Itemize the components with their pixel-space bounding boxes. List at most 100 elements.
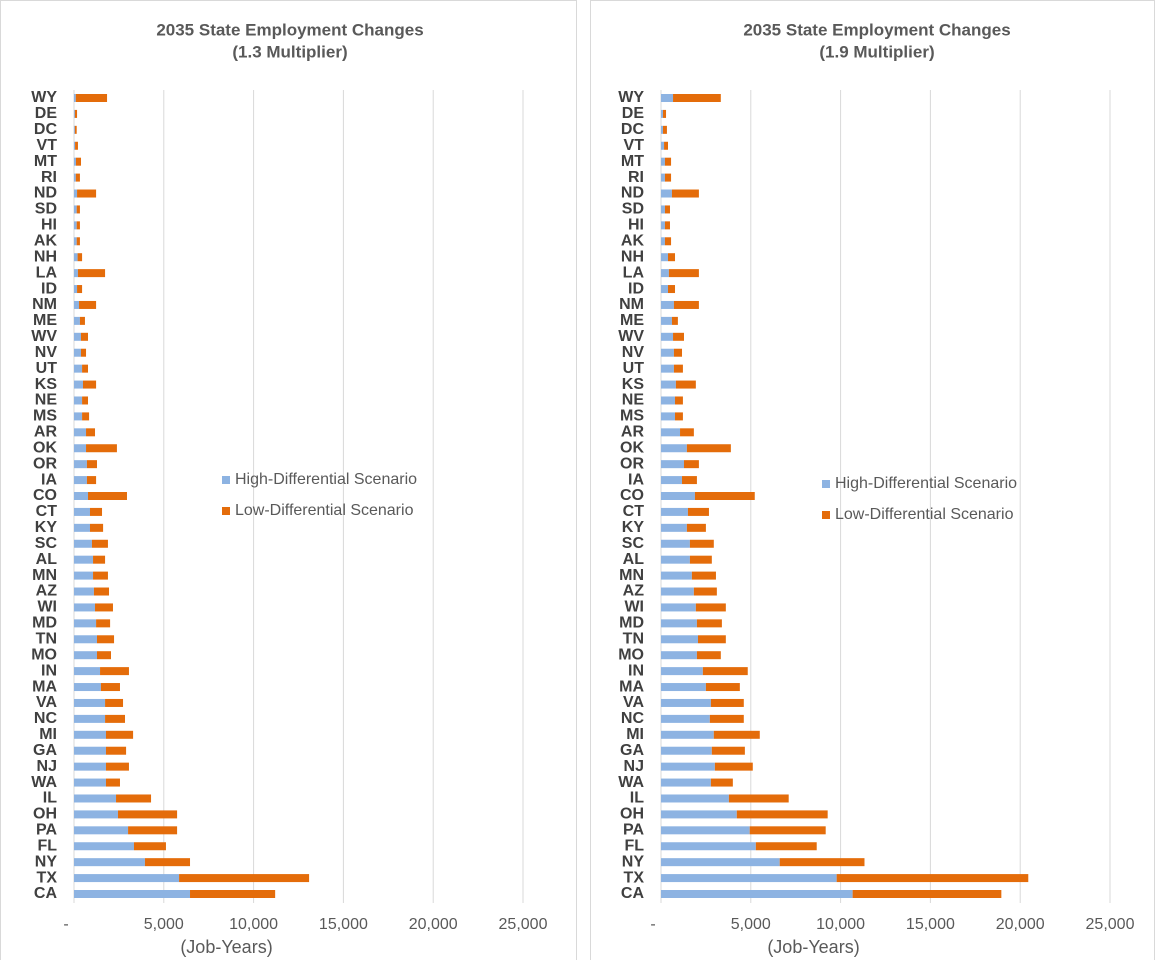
x-tick-label: -: [650, 916, 655, 933]
bar-segment: [661, 94, 674, 102]
bar-segment: [74, 810, 119, 819]
y-tick-label: IN: [628, 662, 644, 679]
y-tick-label: WY: [31, 89, 57, 106]
y-tick-label: NE: [622, 392, 645, 409]
y-tick-label: RI: [41, 169, 57, 186]
bar-segment: [755, 842, 817, 851]
bar-segment: [728, 794, 789, 803]
y-tick-label: IA: [628, 471, 644, 488]
y-tick-label: MD: [619, 615, 644, 632]
bar-segment: [673, 364, 683, 373]
bar-segment: [74, 269, 78, 278]
bar-segment: [116, 794, 152, 803]
bar-segment: [74, 826, 129, 835]
y-tick-label: CO: [620, 487, 644, 504]
y-tick-label: HI: [41, 217, 57, 234]
y-tick-label: NH: [34, 248, 57, 265]
legend-label: Low-Differential Scenario: [235, 502, 414, 519]
y-tick-label: AZ: [623, 583, 645, 600]
bar-segment: [81, 332, 89, 341]
y-tick-label: TN: [623, 630, 644, 647]
bar-segment: [76, 221, 80, 230]
y-tick-label: WI: [624, 599, 644, 616]
y-tick-label: NJ: [624, 758, 644, 775]
bar-segment: [694, 492, 755, 500]
x-tick-label: 20,000: [409, 916, 458, 933]
y-tick-label: NE: [35, 392, 58, 409]
y-tick-label: MN: [619, 567, 644, 584]
y-tick-label: DE: [35, 105, 58, 122]
y-tick-label: VT: [37, 137, 58, 154]
bar-segment: [675, 412, 683, 421]
y-tick-label: FL: [37, 837, 57, 854]
bar-segment: [661, 587, 694, 596]
bar-segment: [74, 94, 76, 102]
y-tick-label: TX: [37, 869, 58, 886]
y-tick-label: UT: [623, 360, 645, 377]
y-tick-label: IN: [41, 662, 57, 679]
bar-segment: [682, 476, 697, 485]
bar-segment: [661, 348, 674, 357]
bar-segment: [74, 125, 75, 134]
bar-segment: [100, 667, 129, 676]
bar-segment: [74, 507, 90, 516]
bar-segment: [74, 396, 83, 405]
bar-segment: [133, 842, 166, 851]
y-tick-label: VT: [624, 137, 645, 154]
bar-segment: [662, 125, 667, 134]
bar-segment: [74, 300, 80, 309]
y-tick-label: ID: [628, 280, 644, 297]
y-tick-label: VA: [36, 694, 57, 711]
y-tick-label: CT: [623, 503, 645, 520]
bar-segment: [661, 714, 710, 723]
x-tick-label: 10,000: [816, 916, 865, 933]
bar-segment: [74, 109, 75, 118]
panel-border: [0, 0, 577, 960]
y-tick-label: NY: [622, 853, 645, 870]
x-tick-label: 15,000: [906, 916, 955, 933]
bar-segment: [144, 858, 191, 867]
bar-segment: [74, 539, 92, 548]
y-tick-label: MD: [32, 615, 57, 632]
bar-segment: [661, 492, 695, 500]
y-tick-label: RI: [628, 169, 644, 186]
y-tick-label: MA: [32, 678, 57, 695]
bar-segment: [661, 285, 669, 294]
bar-segment: [714, 762, 753, 771]
bar-segment: [105, 746, 127, 755]
bar-segment: [661, 157, 665, 166]
y-tick-label: SC: [622, 535, 645, 552]
bar-segment: [79, 316, 85, 325]
bar-segment: [74, 651, 97, 660]
bar-segment: [683, 460, 699, 469]
bar-segment: [686, 444, 731, 453]
bar-segment: [74, 125, 77, 134]
y-tick-label: LA: [36, 264, 58, 281]
y-tick-label: SD: [622, 201, 644, 218]
bar-segment: [74, 444, 87, 453]
bar-segment: [74, 778, 106, 787]
bar-segment: [664, 205, 670, 214]
y-tick-label: ME: [33, 312, 57, 329]
y-tick-label: CO: [33, 487, 57, 504]
y-tick-label: DC: [621, 121, 645, 138]
bar-segment: [105, 698, 124, 707]
bar-segment: [179, 874, 310, 883]
bar-segment: [689, 555, 712, 564]
y-tick-label: TN: [36, 630, 57, 647]
bar-segment: [118, 810, 178, 819]
bar-segment: [680, 428, 694, 437]
bar-segment: [95, 603, 113, 612]
chart-subtitle: (1.9 Multiplier): [819, 42, 934, 61]
bar-segment: [82, 364, 89, 373]
y-tick-label: DC: [34, 121, 58, 138]
bar-segment: [689, 539, 714, 548]
bar-segment: [661, 539, 690, 548]
y-tick-label: UT: [36, 360, 58, 377]
y-tick-label: AR: [621, 424, 645, 441]
bar-segment: [74, 412, 83, 421]
bar-segment: [661, 826, 750, 835]
y-tick-label: KY: [35, 519, 58, 536]
bar-segment: [77, 285, 83, 294]
